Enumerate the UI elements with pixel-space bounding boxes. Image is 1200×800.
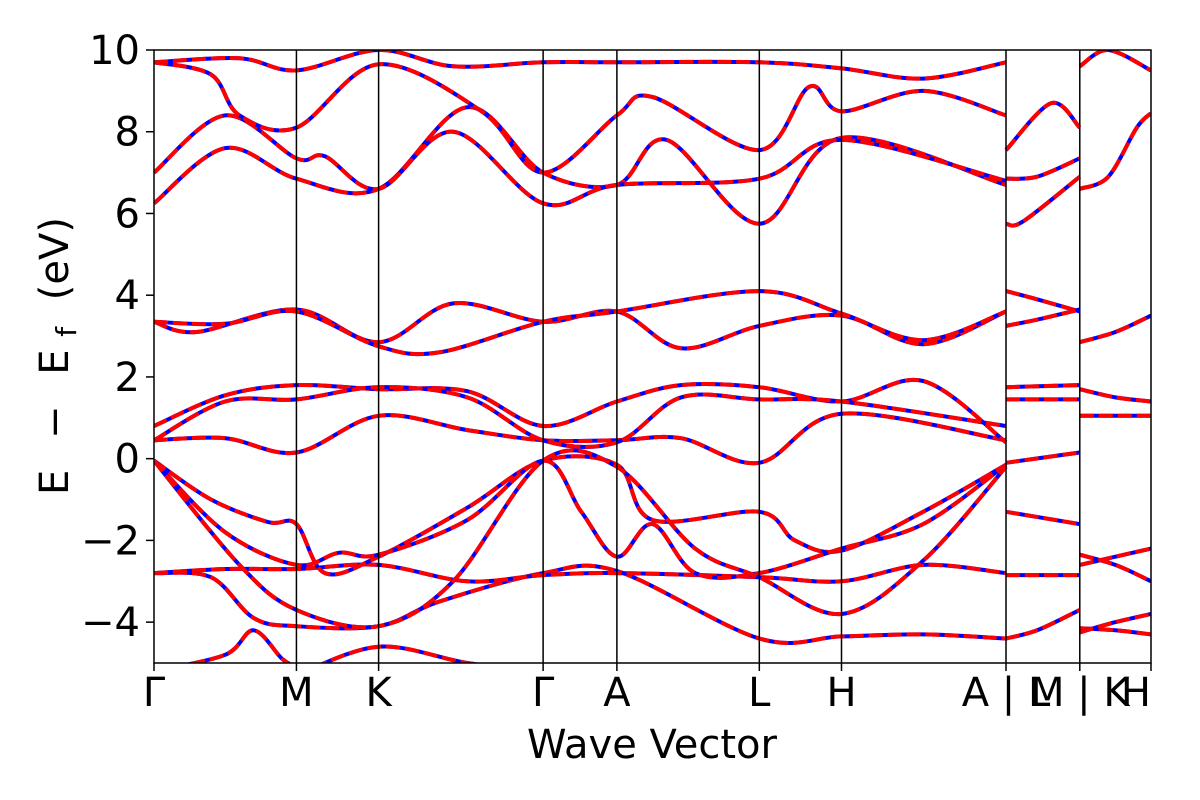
y-ticks: 10 8 6 4 2 0 −2 −4 [81,28,154,646]
x-axis-label: Wave Vector [527,722,778,768]
svg-text:E − E f: E − E f (eV) [32,217,86,495]
band-line-red [1004,100,1082,152]
y-axis-label-minus: − [32,405,78,439]
band-line-red [154,105,1007,226]
y-tick-label: 6 [115,191,140,237]
y-axis-label-e: E [32,470,78,495]
kpoint-label: Γ [532,670,555,716]
band-line-blue [154,454,1007,577]
kpoint-label: M [279,670,314,716]
band-line-red [1005,450,1081,465]
y-tick-label: 10 [89,28,140,74]
band-line-red [1005,307,1081,328]
kpoint-label: K [365,670,393,716]
y-axis-label-unit: (eV) [32,217,78,300]
band-line-red [1079,111,1151,191]
band-line-red [1079,387,1151,404]
kpoint-lines [295,50,1081,663]
band-line-red [1005,509,1081,527]
band-line-red [154,60,1007,175]
kpoint-label: H [826,670,856,716]
band-line-red [1079,552,1151,584]
kpoint-label: H [1121,670,1151,716]
band-line-red [154,448,1008,630]
plot-frame [153,49,1152,664]
band-line-red [1078,50,1151,73]
band-line-red [1079,612,1151,635]
band-line-red [154,458,1008,580]
y-axis-label: E − E f (eV) [32,217,86,495]
band-line-red [1005,156,1081,181]
band-line-red [154,454,1007,577]
y-tick-label: −2 [81,518,140,564]
band-line-blue [154,289,1007,357]
kpoint-label: A | L [962,670,1051,716]
kpoint-label: L [748,670,771,716]
band-line-red [1005,289,1081,314]
band-line-red [154,289,1007,357]
band-line-red [1005,608,1081,641]
y-tick-label: 0 [115,437,140,483]
band-line-red [1005,383,1080,390]
y-tick-label: 2 [115,355,140,401]
y-tick-label: 4 [115,273,140,319]
band-line-red [154,385,1007,449]
y-tick-label: −4 [81,600,140,646]
band-line-red [154,113,1007,208]
band-line-red [1005,175,1082,228]
band-line-blue [154,60,1007,175]
band-line-blue [1079,111,1151,191]
band-line-red [1079,546,1151,567]
y-axis-label-ef: E [32,349,78,374]
band-line-red [154,50,1007,81]
band-line-red [185,628,293,663]
y-tick-label: 8 [115,110,140,156]
band-line-red [154,411,1007,466]
band-line-blue [319,644,483,663]
band-line-red [154,562,1007,584]
band-line-red [154,377,1008,444]
kpoint-label: A [603,670,631,716]
band-line-red [1079,313,1151,345]
bands-layer [154,50,1151,663]
y-axis-label-ef-sub: f [50,326,83,337]
kpoint-label: Γ [143,670,166,716]
band-line-blue [154,105,1007,226]
kpoint-label: M | K [1030,670,1131,716]
